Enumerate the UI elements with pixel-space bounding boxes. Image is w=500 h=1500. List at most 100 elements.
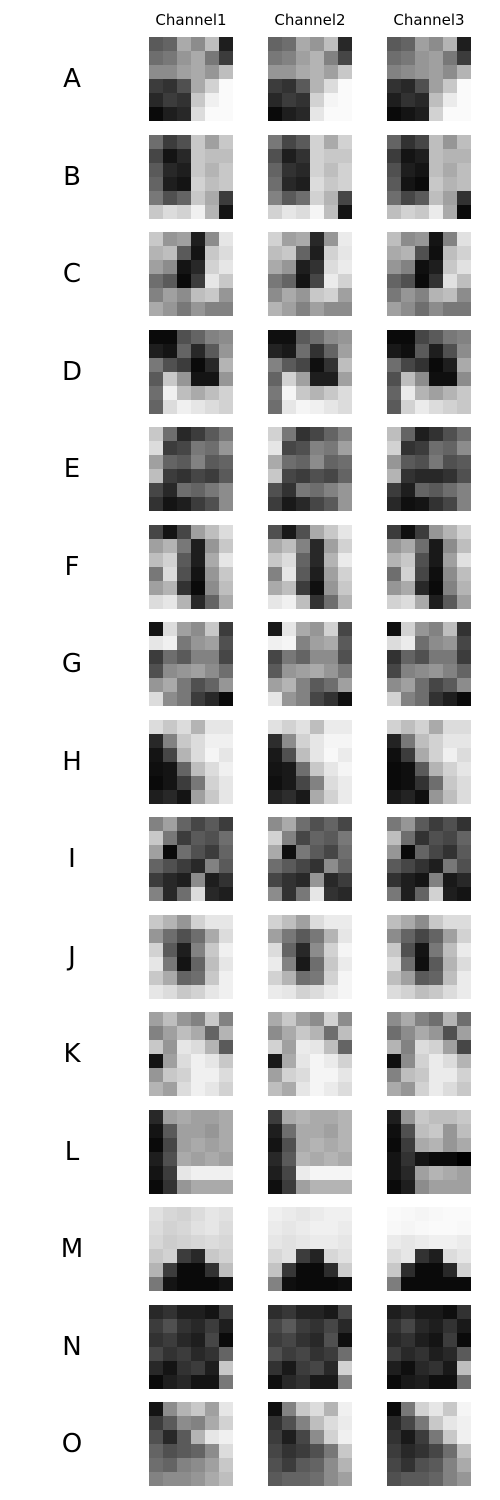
pixel-cell xyxy=(282,483,297,498)
pixel-cell xyxy=(282,1040,297,1055)
pixel-cell xyxy=(387,497,402,511)
pixel-cell xyxy=(443,274,458,289)
pixel-cell xyxy=(401,1277,416,1291)
pixel-cell xyxy=(429,79,444,94)
pixel-cell xyxy=(338,747,352,762)
pixel-cell xyxy=(429,329,444,344)
row-label-f: F xyxy=(64,551,80,582)
pixel-cell xyxy=(324,65,339,80)
pixel-cell xyxy=(338,93,352,108)
pixel-cell xyxy=(429,1277,444,1291)
pixel-cell xyxy=(457,357,471,372)
pixel-cell xyxy=(338,859,352,874)
pixel-cell xyxy=(401,204,416,219)
pixel-cell xyxy=(282,622,297,637)
pixel-cell xyxy=(205,928,220,943)
tile-m-channel2 xyxy=(268,1207,352,1291)
pixel-cell xyxy=(205,942,220,957)
pixel-cell xyxy=(268,1235,283,1250)
pixel-cell xyxy=(429,1012,444,1027)
pixel-cell xyxy=(191,37,206,52)
pixel-cell xyxy=(401,371,416,386)
pixel-cell xyxy=(324,692,339,706)
pixel-cell xyxy=(338,1207,352,1222)
pixel-cell xyxy=(457,1360,471,1375)
pixel-cell xyxy=(296,1458,311,1473)
pixel-cell xyxy=(429,1221,444,1236)
pixel-cell xyxy=(338,176,352,191)
pixel-cell xyxy=(429,942,444,957)
pixel-cell xyxy=(324,747,339,762)
pixel-cell xyxy=(191,302,206,316)
pixel-cell xyxy=(310,1318,325,1333)
pixel-grid xyxy=(268,817,352,901)
pixel-cell xyxy=(268,622,283,637)
pixel-cell xyxy=(177,761,192,776)
pixel-cell xyxy=(310,538,325,553)
pixel-cell xyxy=(296,385,311,400)
pixel-cell xyxy=(296,1374,311,1389)
pixel-cell xyxy=(338,1109,352,1124)
pixel-cell xyxy=(457,650,471,665)
pixel-cell xyxy=(219,1179,233,1194)
pixel-cell xyxy=(177,859,192,874)
pixel-grid xyxy=(149,134,233,219)
pixel-cell xyxy=(457,1082,471,1096)
pixel-cell xyxy=(268,984,283,999)
pixel-cell xyxy=(296,329,311,344)
pixel-cell xyxy=(457,692,471,706)
pixel-cell xyxy=(415,594,430,609)
pixel-cell xyxy=(324,775,339,790)
pixel-cell xyxy=(282,176,297,191)
pixel-cell xyxy=(324,733,339,748)
pixel-cell xyxy=(282,845,297,860)
pixel-cell xyxy=(191,1012,206,1027)
pixel-cell xyxy=(401,1235,416,1250)
pixel-cell xyxy=(324,343,339,358)
pixel-cell xyxy=(457,789,471,804)
pixel-cell xyxy=(191,538,206,553)
pixel-cell xyxy=(324,1082,339,1096)
pixel-cell xyxy=(443,1430,458,1445)
pixel-cell xyxy=(149,566,164,581)
pixel-cell xyxy=(149,1472,164,1486)
pixel-cell xyxy=(338,427,352,442)
pixel-cell xyxy=(415,134,430,149)
pixel-cell xyxy=(310,580,325,595)
pixel-cell xyxy=(296,302,311,316)
pixel-cell xyxy=(205,650,220,665)
pixel-cell xyxy=(177,594,192,609)
tile-k-channel3 xyxy=(387,1012,471,1096)
pixel-cell xyxy=(338,761,352,776)
pixel-cell xyxy=(415,970,430,985)
pixel-cell xyxy=(177,678,192,693)
pixel-cell xyxy=(177,246,192,261)
pixel-cell xyxy=(282,329,297,344)
pixel-cell xyxy=(415,859,430,874)
pixel-cell xyxy=(429,650,444,665)
pixel-cell xyxy=(415,232,430,247)
pixel-cell xyxy=(338,455,352,470)
pixel-grid xyxy=(387,817,471,901)
pixel-cell xyxy=(415,928,430,943)
pixel-cell xyxy=(205,873,220,888)
pixel-cell xyxy=(163,859,178,874)
pixel-cell xyxy=(219,107,233,121)
pixel-cell xyxy=(268,483,283,498)
pixel-cell xyxy=(401,1040,416,1055)
pixel-cell xyxy=(443,1123,458,1138)
pixel-cell xyxy=(429,831,444,846)
pixel-cell xyxy=(191,246,206,261)
pixel-cell xyxy=(191,859,206,874)
pixel-cell xyxy=(324,483,339,498)
pixel-cell xyxy=(282,93,297,108)
pixel-cell xyxy=(338,1179,352,1194)
pixel-cell xyxy=(282,1402,297,1417)
pixel-cell xyxy=(429,1179,444,1194)
pixel-cell xyxy=(205,692,220,706)
pixel-cell xyxy=(191,93,206,108)
pixel-cell xyxy=(205,1040,220,1055)
pixel-cell xyxy=(268,970,283,985)
pixel-cell xyxy=(443,970,458,985)
pixel-cell xyxy=(415,65,430,80)
